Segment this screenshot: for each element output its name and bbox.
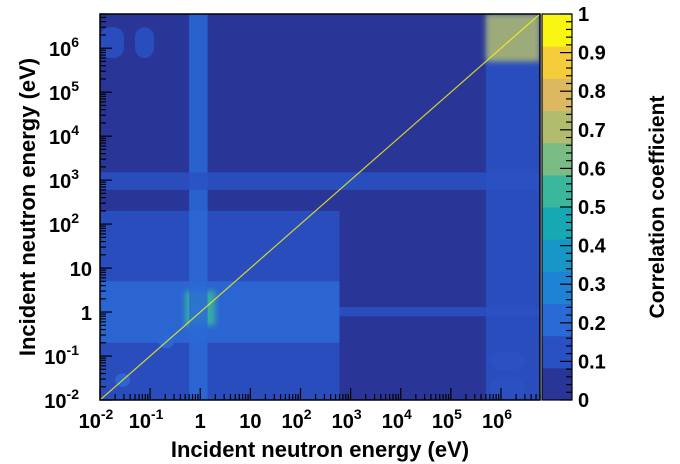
colorbar: 0 0.1 0.2 0.3 0.4 0.5 0.6 0.7 0.8 0.9 1 [541, 4, 607, 412]
x-axis: 10-2 10-1 1 10 102 103 104 105 106 [79, 388, 541, 433]
x-tick-label: 102 [281, 406, 311, 433]
y-tick-label: 10 [70, 259, 92, 281]
heatmap-cell [489, 379, 525, 400]
colorbar-tick-label: 0.5 [578, 197, 606, 219]
colorbar-swatch [542, 46, 572, 79]
colorbar-swatch [542, 14, 572, 47]
y-tick-label: 1 [81, 303, 92, 325]
y-tick-label: 105 [49, 78, 79, 105]
colorbar-tick-label: 0.4 [578, 236, 607, 258]
colorbar-tick-label: 0 [578, 390, 589, 412]
x-tick-label: 104 [382, 406, 412, 433]
x-tick-label: 103 [332, 406, 362, 433]
x-tick-label: 10-2 [79, 406, 114, 433]
colorbar-tick-label: 0.7 [578, 120, 606, 142]
x-tick-label: 106 [482, 406, 512, 433]
colorbar-tick-label: 0.9 [578, 43, 606, 65]
colorbar-swatch [542, 110, 572, 144]
x-tick-label: 10-1 [129, 406, 164, 433]
x-tick-label: 105 [432, 406, 462, 433]
colorbar-tick-label: 0.8 [578, 81, 606, 103]
diagonal-layer [100, 14, 540, 400]
diagonal-line [100, 14, 540, 400]
y-tick-label: 103 [49, 166, 79, 193]
x-axis-title: Incident neutron energy (eV) [171, 437, 469, 462]
colorbar-title: Correlation coefficient [646, 96, 669, 319]
heatmap-cell [489, 352, 525, 370]
colorbar-swatch [542, 207, 572, 240]
y-tick-label: 106 [49, 34, 79, 61]
heatmap-cell [100, 27, 124, 58]
colorbar-swatch [542, 335, 572, 369]
colorbar-swatch [542, 239, 572, 272]
colorbar-swatch [542, 303, 572, 337]
heatmap-cell [100, 172, 540, 190]
heatmap-cell [135, 27, 155, 58]
y-tick-label: 104 [49, 122, 79, 149]
colorbar-tick-label: 0.1 [578, 351, 606, 373]
heatmap-cell [100, 281, 340, 343]
heatmap-cell [485, 14, 540, 400]
y-tick-label: 10-1 [44, 342, 79, 369]
heatmap-cell [189, 14, 208, 400]
x-tick-label: 10 [239, 411, 261, 433]
colorbar-swatch [542, 142, 572, 176]
x-tick-label: 1 [195, 411, 206, 433]
colorbar-tick-label: 0.2 [578, 313, 606, 335]
colorbar-tick-label: 0.6 [578, 158, 606, 180]
y-axis-title: Incident neutron energy (eV) [15, 58, 40, 356]
plot-frame [99, 13, 541, 401]
y-axis: 10-2 10-11 10 102 103 104 105 106 [44, 13, 112, 413]
y-tick-label: 102 [49, 210, 79, 237]
colorbar-tick-label: 0.3 [578, 274, 606, 296]
heatmap-cell [339, 307, 540, 317]
colorbar-tick-label: 1 [578, 4, 589, 26]
y-tick-label: 10-2 [44, 386, 79, 413]
